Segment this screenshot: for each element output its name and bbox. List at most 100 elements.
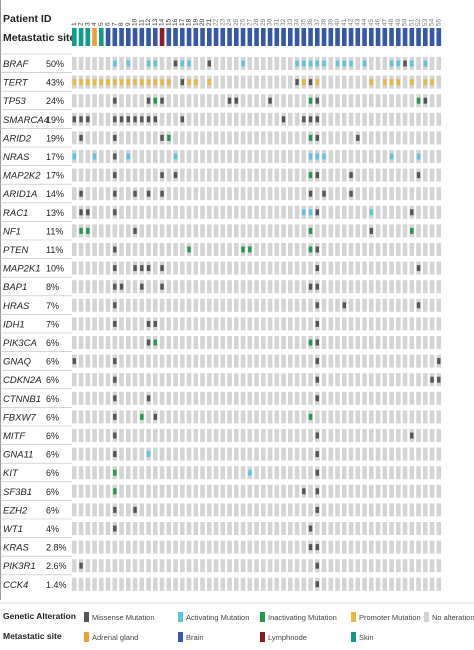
matrix-cell [375,298,381,312]
matrix-cell [301,298,307,312]
matrix-cell [200,522,205,535]
gene-percentage: 11% [46,245,63,255]
matrix-cell [186,354,192,368]
mutation-mark-act [308,153,313,160]
matrix-cell [389,466,394,480]
matrix-cell [72,373,77,387]
matrix-cell [436,447,442,461]
matrix-cell [396,94,401,108]
matrix-cell [396,522,401,535]
matrix-cell [119,559,124,573]
matrix-cell [132,131,138,145]
matrix-cell [294,317,300,331]
patient-id-tick: 16 [172,18,179,26]
matrix-cell [328,522,334,535]
matrix-cell [416,522,421,535]
matrix-cell [99,559,104,573]
matrix-cell [234,261,239,275]
matrix-cell [227,577,232,591]
gene-percentage: 6% [46,375,59,385]
matrix-cell [375,112,381,126]
matrix-cell [396,168,401,182]
matrix-cell [342,391,347,405]
matrix-cell [328,429,334,442]
matrix-cell [213,429,219,442]
matrix-cell [409,317,415,331]
site-cell [166,28,172,46]
matrix-cell [335,112,340,126]
matrix-cell [369,298,374,312]
matrix-cell [193,224,199,238]
matrix-cell [294,447,300,461]
matrix-cell [159,540,165,554]
matrix-cell [328,317,334,331]
matrix-cell [186,410,192,424]
matrix-cell [213,131,219,145]
matrix-cell [173,75,178,89]
matrix-cell [159,336,165,349]
matrix-cell [166,466,172,480]
matrix-cell [126,391,131,405]
matrix-cell [213,317,219,331]
matrix-cell [213,577,219,591]
matrix-cell [294,261,300,275]
matrix-cell [234,503,239,517]
matrix-cell [274,503,280,517]
matrix-cell [105,522,111,535]
matrix-cell [220,540,226,554]
mutation-mark-mis [153,413,157,420]
matrix-cell [119,429,124,442]
matrix-cell [193,429,199,442]
mutation-mark-prom [194,79,198,86]
mutation-mark-mis [113,265,117,272]
matrix-cell [186,94,192,108]
mutation-mark-mis [315,506,319,513]
matrix-cell [375,243,381,256]
matrix-cell [254,187,259,201]
matrix-cell [267,205,273,219]
matrix-cell [342,280,347,294]
matrix-cell [416,336,421,349]
matrix-cell [261,317,266,331]
mutation-mark-prom [423,79,427,86]
matrix-cell [72,261,77,275]
matrix-cell [92,131,97,145]
matrix-cell [227,429,232,442]
matrix-cell [416,205,421,219]
gene-percentage: 7% [46,319,59,329]
matrix-cell [261,298,266,312]
matrix-cell [85,94,91,108]
matrix-cell [281,205,286,219]
matrix-cell [159,57,165,70]
matrix-cell [85,261,91,275]
matrix-cell [402,577,408,591]
matrix-cell [274,484,280,498]
matrix-cell [220,429,226,442]
matrix-cell [186,429,192,442]
matrix-cell [429,429,435,442]
matrix-cell [436,112,442,126]
matrix-cell [409,540,415,554]
matrix-cell [261,410,266,424]
matrix-cell [274,280,280,294]
matrix-cell [146,540,151,554]
matrix-cell [213,559,219,573]
matrix-cell [355,559,361,573]
matrix-cell [369,577,374,591]
matrix-cell [173,503,178,517]
matrix-cell [166,243,172,256]
matrix-cell [436,261,442,275]
matrix-cell [274,150,280,163]
mutation-mark-inact [153,339,157,346]
matrix-cell [99,522,104,535]
matrix-cell [429,94,435,108]
site-cell [234,28,239,46]
matrix-cell [213,187,219,201]
matrix-cell [355,224,361,238]
mutation-mark-mis [410,432,414,439]
patient-id-tick: 12 [145,18,152,26]
matrix-cell [423,112,428,126]
matrix-cell [436,280,442,294]
matrix-cell [402,205,408,219]
site-cell [213,28,219,46]
